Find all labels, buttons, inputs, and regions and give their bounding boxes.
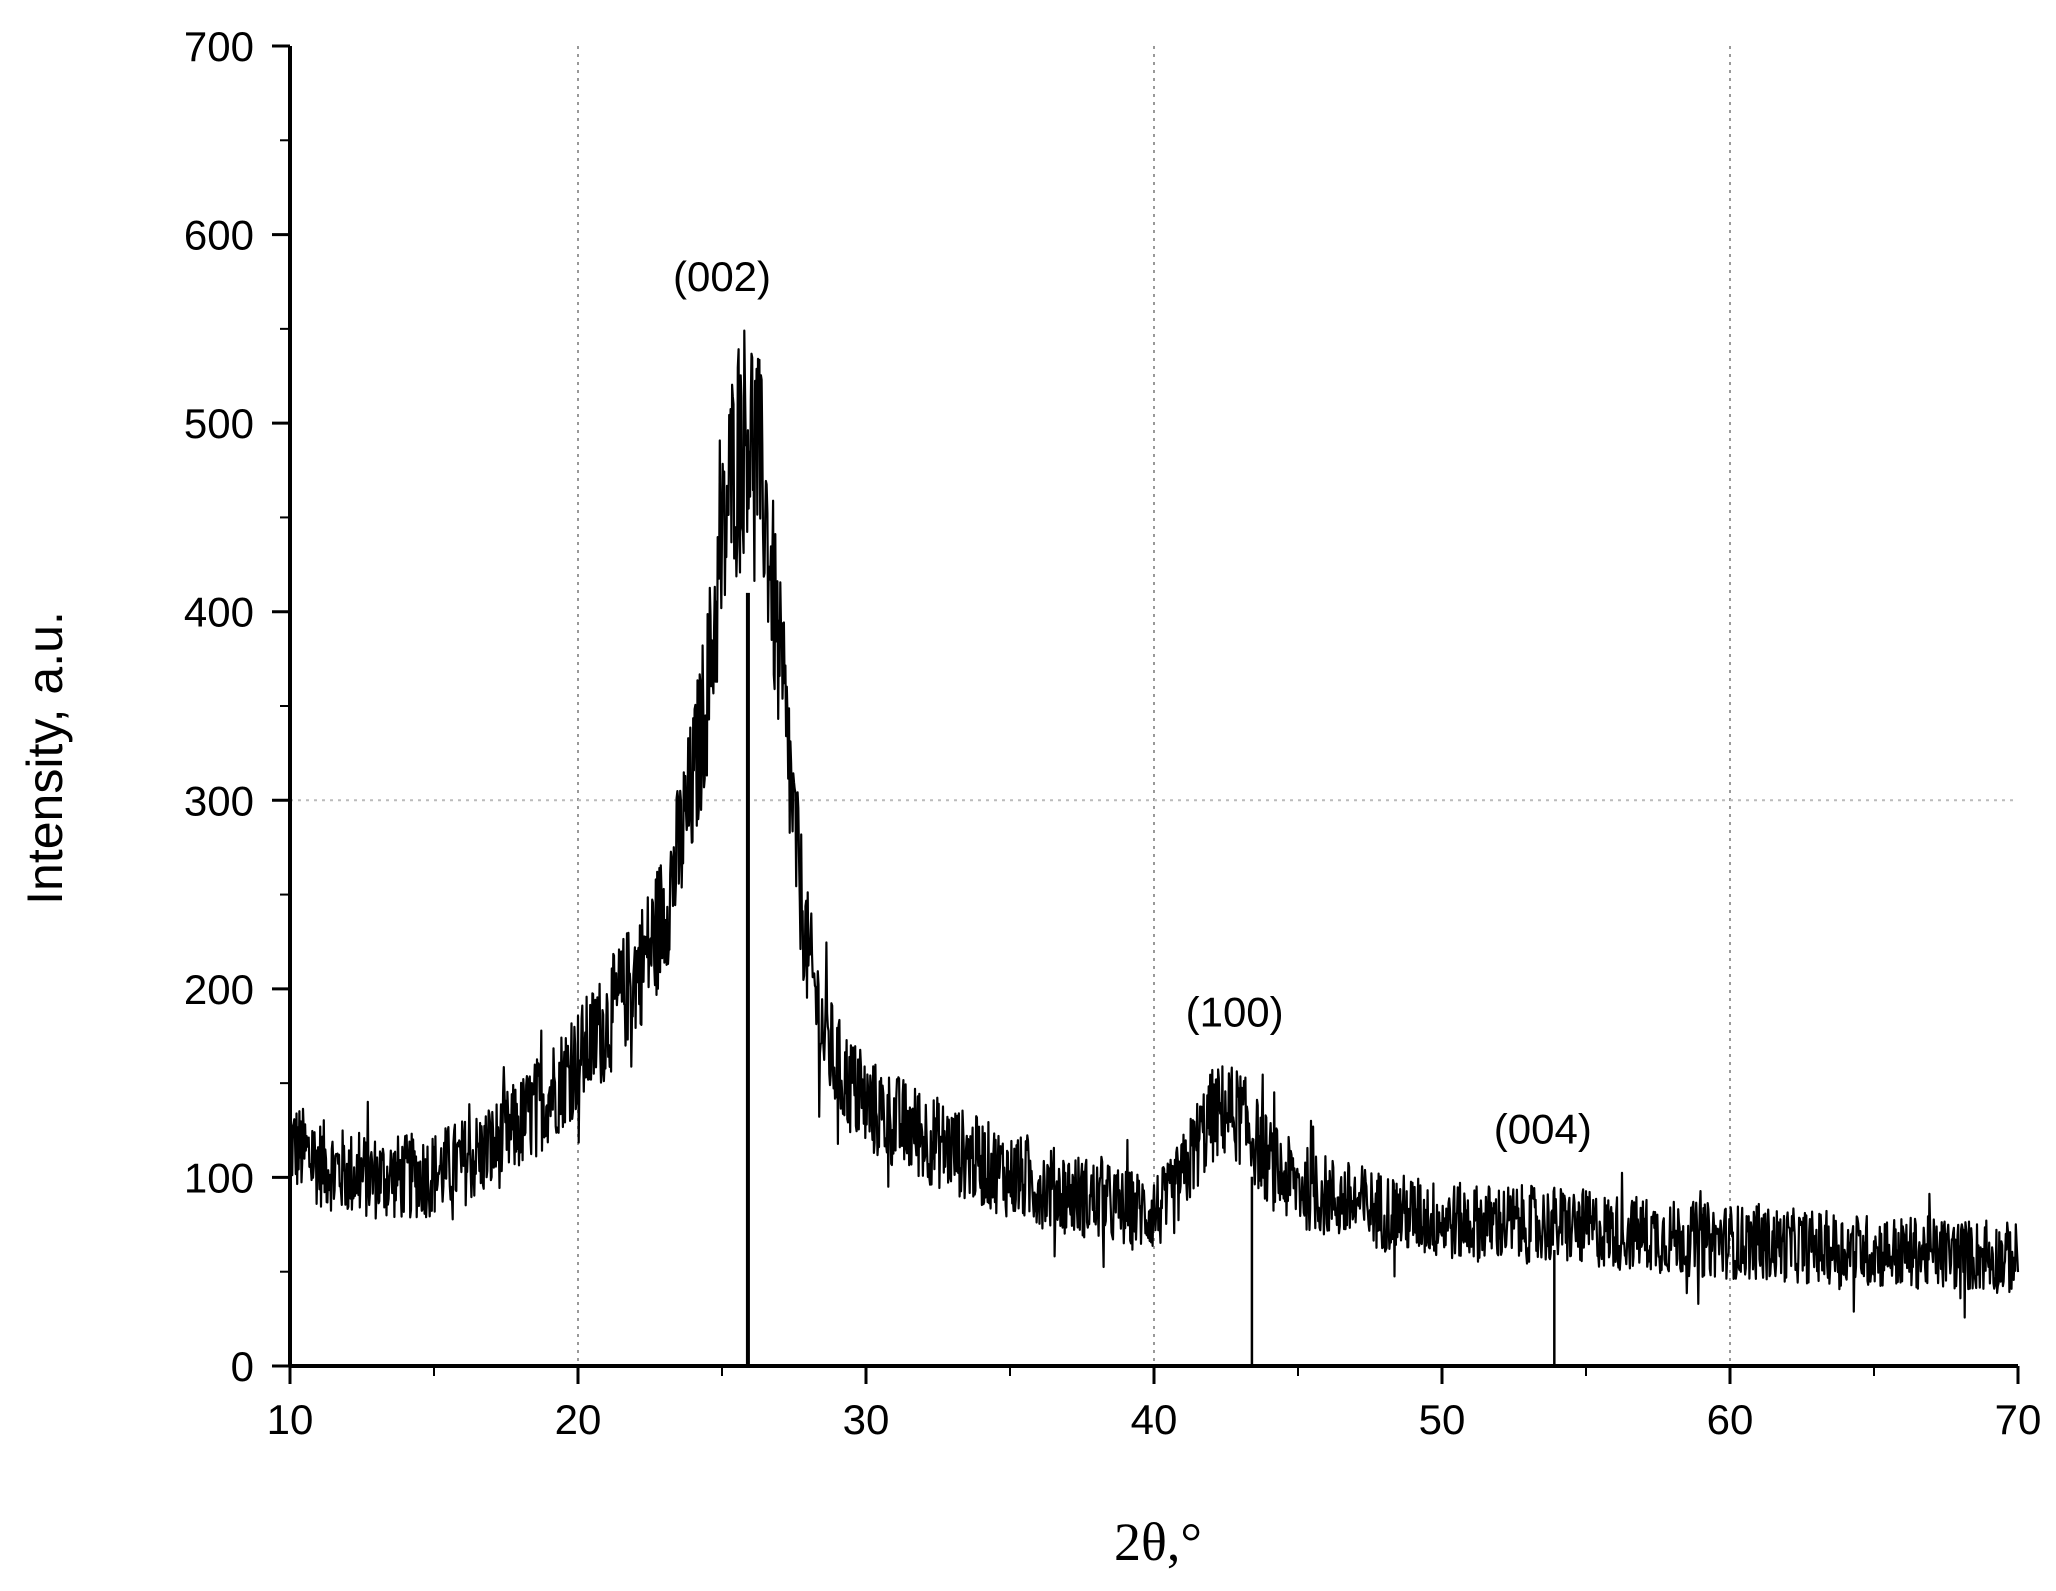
y-tick-label: 0 xyxy=(231,1343,254,1390)
y-tick-label: 200 xyxy=(184,966,254,1013)
y-tick-label: 500 xyxy=(184,400,254,447)
axes: 0 100 200 300 400 500 600 700 10 20 30 40 50 60 70 xyxy=(184,23,2041,1443)
y-tick-label: 400 xyxy=(184,589,254,636)
x-tick-label: 70 xyxy=(1995,1396,2042,1443)
annotations-layer: (002) (100) (004) xyxy=(673,253,1592,1152)
x-axis-title: 2θ,° xyxy=(1114,1512,1202,1572)
x-tick-label: 60 xyxy=(1707,1396,1754,1443)
grid-lines xyxy=(290,46,2018,1366)
peak-label: (100) xyxy=(1186,989,1284,1036)
series-layer xyxy=(288,329,2020,1319)
y-tick-label: 100 xyxy=(184,1154,254,1201)
y-axis-title: Intensity, a.u. xyxy=(17,611,73,905)
x-tick-label: 40 xyxy=(1131,1396,1178,1443)
xrd-series-line xyxy=(288,329,2020,1319)
y-tick-label: 700 xyxy=(184,23,254,70)
y-tick-label: 600 xyxy=(184,212,254,259)
y-tick-label: 300 xyxy=(184,777,254,824)
peak-label: (002) xyxy=(673,253,771,300)
peak-label: (004) xyxy=(1494,1105,1592,1152)
x-tick-label: 50 xyxy=(1419,1396,1466,1443)
x-tick-label: 20 xyxy=(555,1396,602,1443)
reference-lines xyxy=(745,592,1556,1366)
x-tick-label: 30 xyxy=(843,1396,890,1443)
x-tick-label: 10 xyxy=(267,1396,314,1443)
